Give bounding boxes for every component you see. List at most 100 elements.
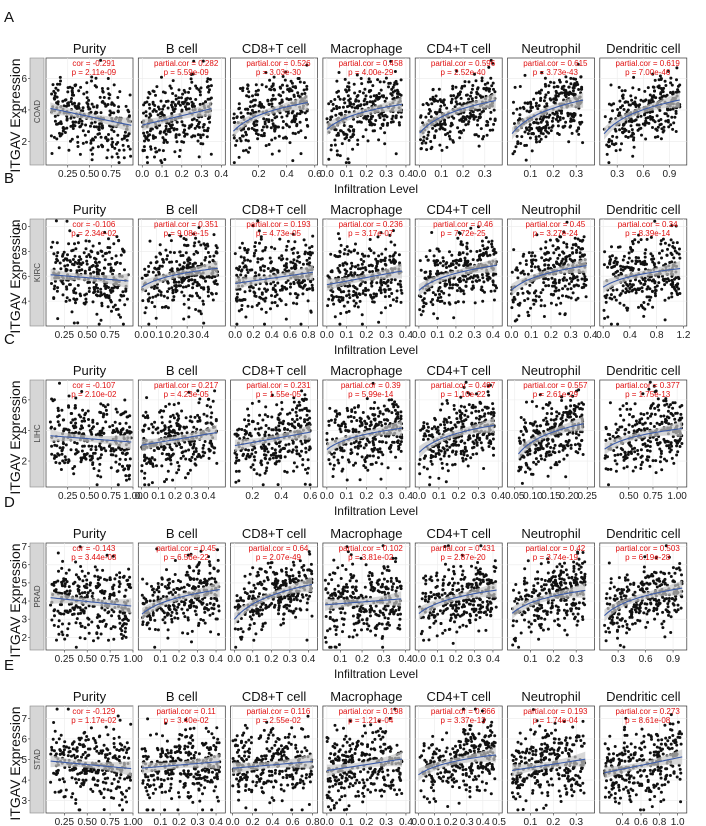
data-point bbox=[291, 85, 295, 89]
data-point bbox=[637, 268, 641, 271]
data-point bbox=[642, 283, 646, 287]
data-point bbox=[542, 281, 546, 285]
data-point bbox=[169, 462, 173, 466]
data-point bbox=[272, 267, 276, 271]
data-point bbox=[345, 294, 349, 298]
data-point bbox=[356, 138, 360, 142]
data-point bbox=[246, 83, 250, 87]
data-point bbox=[110, 155, 114, 159]
data-point bbox=[465, 241, 469, 245]
data-point bbox=[147, 292, 151, 296]
data-point bbox=[338, 322, 342, 326]
data-point bbox=[125, 415, 129, 419]
x-tick-label: 0.2 bbox=[247, 330, 261, 341]
data-point bbox=[621, 284, 625, 288]
data-point bbox=[338, 97, 342, 101]
data-point bbox=[270, 301, 274, 305]
data-point bbox=[52, 96, 56, 100]
data-point bbox=[78, 125, 82, 129]
x-tick-label: 0.3 bbox=[478, 169, 492, 180]
data-point bbox=[271, 122, 275, 126]
data-point bbox=[81, 444, 85, 448]
data-point bbox=[337, 295, 341, 299]
data-point bbox=[347, 81, 351, 85]
data-point bbox=[110, 137, 114, 141]
correlation-label: partial.cor = 0.34 bbox=[618, 220, 678, 229]
data-point bbox=[62, 250, 66, 254]
data-point bbox=[262, 134, 266, 138]
data-point bbox=[474, 79, 478, 83]
data-point bbox=[94, 257, 98, 261]
data-point bbox=[55, 122, 58, 126]
data-point bbox=[171, 108, 175, 112]
data-point bbox=[447, 134, 451, 138]
data-point bbox=[438, 127, 442, 131]
data-point bbox=[674, 111, 678, 115]
data-point bbox=[90, 79, 93, 83]
data-point bbox=[197, 155, 201, 159]
data-point bbox=[619, 105, 623, 109]
data-point bbox=[82, 301, 86, 305]
data-point bbox=[541, 132, 545, 136]
data-point bbox=[636, 128, 640, 132]
data-point bbox=[95, 125, 98, 129]
data-point bbox=[471, 280, 474, 284]
data-point bbox=[243, 258, 247, 262]
data-point bbox=[636, 115, 640, 119]
data-point bbox=[677, 277, 681, 281]
data-point bbox=[450, 253, 454, 257]
data-point bbox=[671, 241, 675, 245]
data-point bbox=[660, 287, 664, 291]
data-point bbox=[151, 431, 155, 435]
data-point bbox=[106, 403, 110, 407]
data-point bbox=[241, 261, 245, 265]
data-point bbox=[105, 156, 109, 160]
data-point bbox=[90, 250, 94, 254]
data-point bbox=[66, 428, 70, 432]
data-point bbox=[347, 161, 351, 165]
data-point bbox=[343, 77, 347, 81]
data-point bbox=[69, 116, 73, 120]
data-point bbox=[364, 128, 368, 132]
data-point bbox=[270, 245, 273, 249]
data-point bbox=[302, 81, 306, 85]
data-point bbox=[64, 98, 68, 102]
data-point bbox=[672, 121, 676, 125]
data-point bbox=[50, 282, 53, 285]
data-point bbox=[485, 247, 489, 251]
data-point bbox=[569, 82, 573, 86]
data-point bbox=[641, 122, 645, 126]
data-point bbox=[637, 104, 641, 108]
data-point bbox=[343, 101, 347, 105]
data-point bbox=[262, 269, 266, 273]
data-point bbox=[331, 290, 335, 294]
data-point bbox=[108, 262, 112, 266]
data-point bbox=[421, 121, 425, 125]
data-point bbox=[565, 242, 569, 246]
data-point bbox=[56, 409, 60, 413]
data-point bbox=[521, 269, 525, 273]
data-point bbox=[399, 288, 403, 292]
correlation-label: partial.cor = 0.46 bbox=[433, 220, 493, 229]
data-point bbox=[391, 114, 395, 118]
data-point bbox=[368, 89, 371, 93]
data-point bbox=[285, 244, 289, 248]
data-point bbox=[451, 283, 455, 287]
data-point bbox=[102, 96, 106, 99]
data-point bbox=[201, 454, 205, 458]
data-point bbox=[96, 474, 100, 478]
data-point bbox=[423, 291, 427, 295]
data-point bbox=[544, 246, 548, 250]
data-point bbox=[346, 252, 350, 256]
data-point bbox=[554, 303, 558, 307]
data-point bbox=[673, 287, 677, 291]
data-point bbox=[443, 103, 446, 107]
data-point bbox=[609, 83, 613, 87]
x-tick-label: 0.3 bbox=[467, 330, 481, 341]
data-point bbox=[178, 250, 182, 254]
data-point bbox=[363, 281, 367, 284]
data-point bbox=[424, 255, 428, 259]
data-point bbox=[109, 449, 113, 453]
